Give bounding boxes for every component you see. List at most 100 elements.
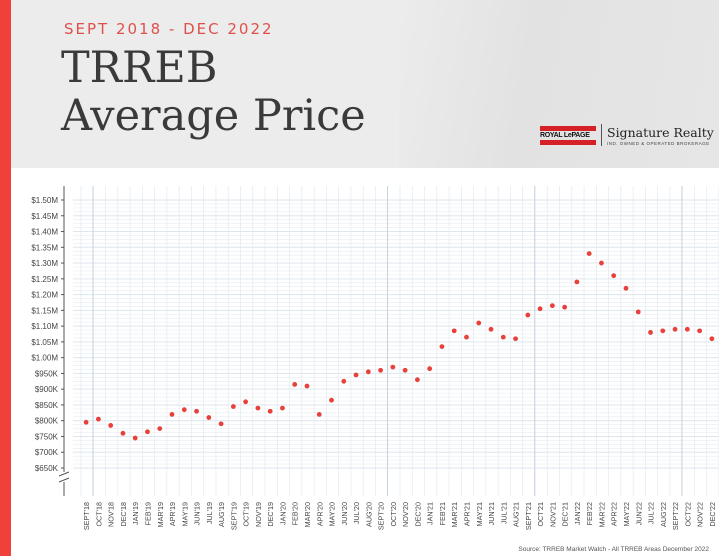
y-tick-label: $1.50M xyxy=(31,196,58,205)
x-tick-label: FEB'20 xyxy=(291,502,300,525)
data-point xyxy=(648,330,653,335)
x-tick-label: MAY'21 xyxy=(475,502,484,526)
x-tick-label: JUN'21 xyxy=(487,502,496,525)
data-point xyxy=(464,334,469,340)
y-tick-label: $1.10M xyxy=(31,322,58,331)
data-point xyxy=(120,430,126,436)
y-tick-label: $1.20M xyxy=(31,291,58,300)
y-tick-label: $700K xyxy=(35,448,59,457)
logo-brand-text: ROYAL LePAGE xyxy=(540,131,590,139)
x-tick-label: OCT'18 xyxy=(94,502,103,527)
y-tick-label: $950K xyxy=(35,369,59,378)
data-point xyxy=(157,426,163,431)
x-tick-label: NOV'20 xyxy=(401,502,410,527)
royal-lepage-logo: ROYAL LePAGE xyxy=(540,125,596,145)
data-point xyxy=(513,336,518,342)
date-range-subtitle: SEPT 2018 - DEC 2022 xyxy=(64,20,274,38)
data-point xyxy=(365,369,371,375)
x-tick-label: DEC'21 xyxy=(561,502,570,527)
y-tick-label: $900K xyxy=(35,385,59,394)
data-point xyxy=(96,416,101,422)
data-point xyxy=(415,377,420,383)
x-tick-label: NOV'18 xyxy=(107,502,116,527)
y-tick-label: $750K xyxy=(35,432,59,441)
brokerage-tagline: IND. OWNED & OPERATED BROKERAGE xyxy=(607,140,710,146)
y-tick-label: $800K xyxy=(35,417,59,426)
data-point xyxy=(145,429,150,435)
data-point xyxy=(169,412,175,417)
data-point xyxy=(402,367,408,373)
x-tick-label: AUG'20 xyxy=(364,502,373,527)
x-tick-label: OCT'21 xyxy=(536,502,545,527)
x-tick-label: SEPT'22 xyxy=(671,502,680,530)
data-point xyxy=(537,306,543,312)
x-tick-label: JAN'19 xyxy=(131,502,140,525)
data-point xyxy=(697,328,702,334)
data-point xyxy=(549,303,555,309)
x-tick-label: SEPT'18 xyxy=(82,502,91,530)
x-tick-label: MAR'20 xyxy=(303,502,312,527)
x-tick-label: MAR'21 xyxy=(450,502,459,527)
data-point xyxy=(181,407,187,413)
data-point xyxy=(709,336,715,342)
x-tick-label: NOV'19 xyxy=(254,502,263,527)
x-tick-label: DEC'22 xyxy=(708,502,717,527)
x-tick-label: APR'20 xyxy=(315,502,324,526)
x-tick-label: AUG'22 xyxy=(659,502,668,527)
data-point xyxy=(353,372,359,378)
x-tick-label: AUG'19 xyxy=(217,502,226,527)
x-tick-label: NOV'21 xyxy=(548,502,557,527)
data-point xyxy=(267,408,273,414)
x-tick-label: SEPT'19 xyxy=(229,502,238,530)
data-point xyxy=(439,344,445,350)
data-point xyxy=(206,415,212,420)
x-tick-label: JUL'21 xyxy=(499,502,508,524)
data-point xyxy=(599,260,604,266)
x-tick-label: APR'22 xyxy=(610,502,619,526)
x-tick-label: OCT'19 xyxy=(242,502,251,527)
x-tick-label: SEPT'21 xyxy=(524,502,533,530)
x-tick-label: FEB'22 xyxy=(585,502,594,525)
x-tick-label: JAN'22 xyxy=(573,502,582,525)
data-point xyxy=(243,399,249,405)
y-tick-label: $1.00M xyxy=(31,354,58,363)
y-tick-label: $1.40M xyxy=(31,228,58,237)
y-tick-label: $1.25M xyxy=(31,275,58,284)
data-point xyxy=(611,273,617,279)
y-tick-label: $1.35M xyxy=(31,243,58,252)
x-tick-label: NOV'22 xyxy=(696,502,705,527)
x-tick-label: FEB'19 xyxy=(143,502,152,525)
data-point xyxy=(132,435,138,441)
data-point xyxy=(378,367,383,373)
x-tick-label: OCT'22 xyxy=(683,502,692,527)
x-tick-label: DEC'20 xyxy=(413,502,422,527)
data-point xyxy=(329,397,334,403)
x-tick-label: JUL'20 xyxy=(352,502,361,524)
x-tick-label: DEC'18 xyxy=(119,502,128,527)
x-tick-label: JUL'19 xyxy=(205,502,214,524)
data-point xyxy=(194,408,199,414)
data-point xyxy=(316,412,322,417)
data-point xyxy=(304,383,310,389)
y-tick-label: $1.15M xyxy=(31,306,58,315)
logo-divider xyxy=(601,124,602,146)
data-point xyxy=(427,366,433,372)
data-point xyxy=(586,251,592,256)
data-point xyxy=(292,382,298,387)
x-tick-label: DEC'19 xyxy=(266,502,275,527)
axis-break-mark xyxy=(58,471,70,483)
data-point xyxy=(574,279,580,285)
x-tick-label: OCT'20 xyxy=(389,502,398,527)
data-point xyxy=(684,326,690,332)
x-tick-label: JUN'22 xyxy=(634,502,643,525)
y-tick-label: $1.45M xyxy=(31,212,58,221)
x-tick-label: APR'19 xyxy=(168,502,177,526)
y-tick-label: $1.30M xyxy=(31,259,58,268)
data-point xyxy=(488,326,494,332)
data-point xyxy=(230,404,236,409)
y-tick-label: $1.05M xyxy=(31,338,58,347)
logo-name-block: Signature Realty IND. OWNED & OPERATED B… xyxy=(607,125,714,146)
x-tick-label: MAR'19 xyxy=(156,502,165,527)
x-tick-label: JUN'19 xyxy=(193,502,202,525)
x-tick-label: JUL'22 xyxy=(647,502,656,524)
